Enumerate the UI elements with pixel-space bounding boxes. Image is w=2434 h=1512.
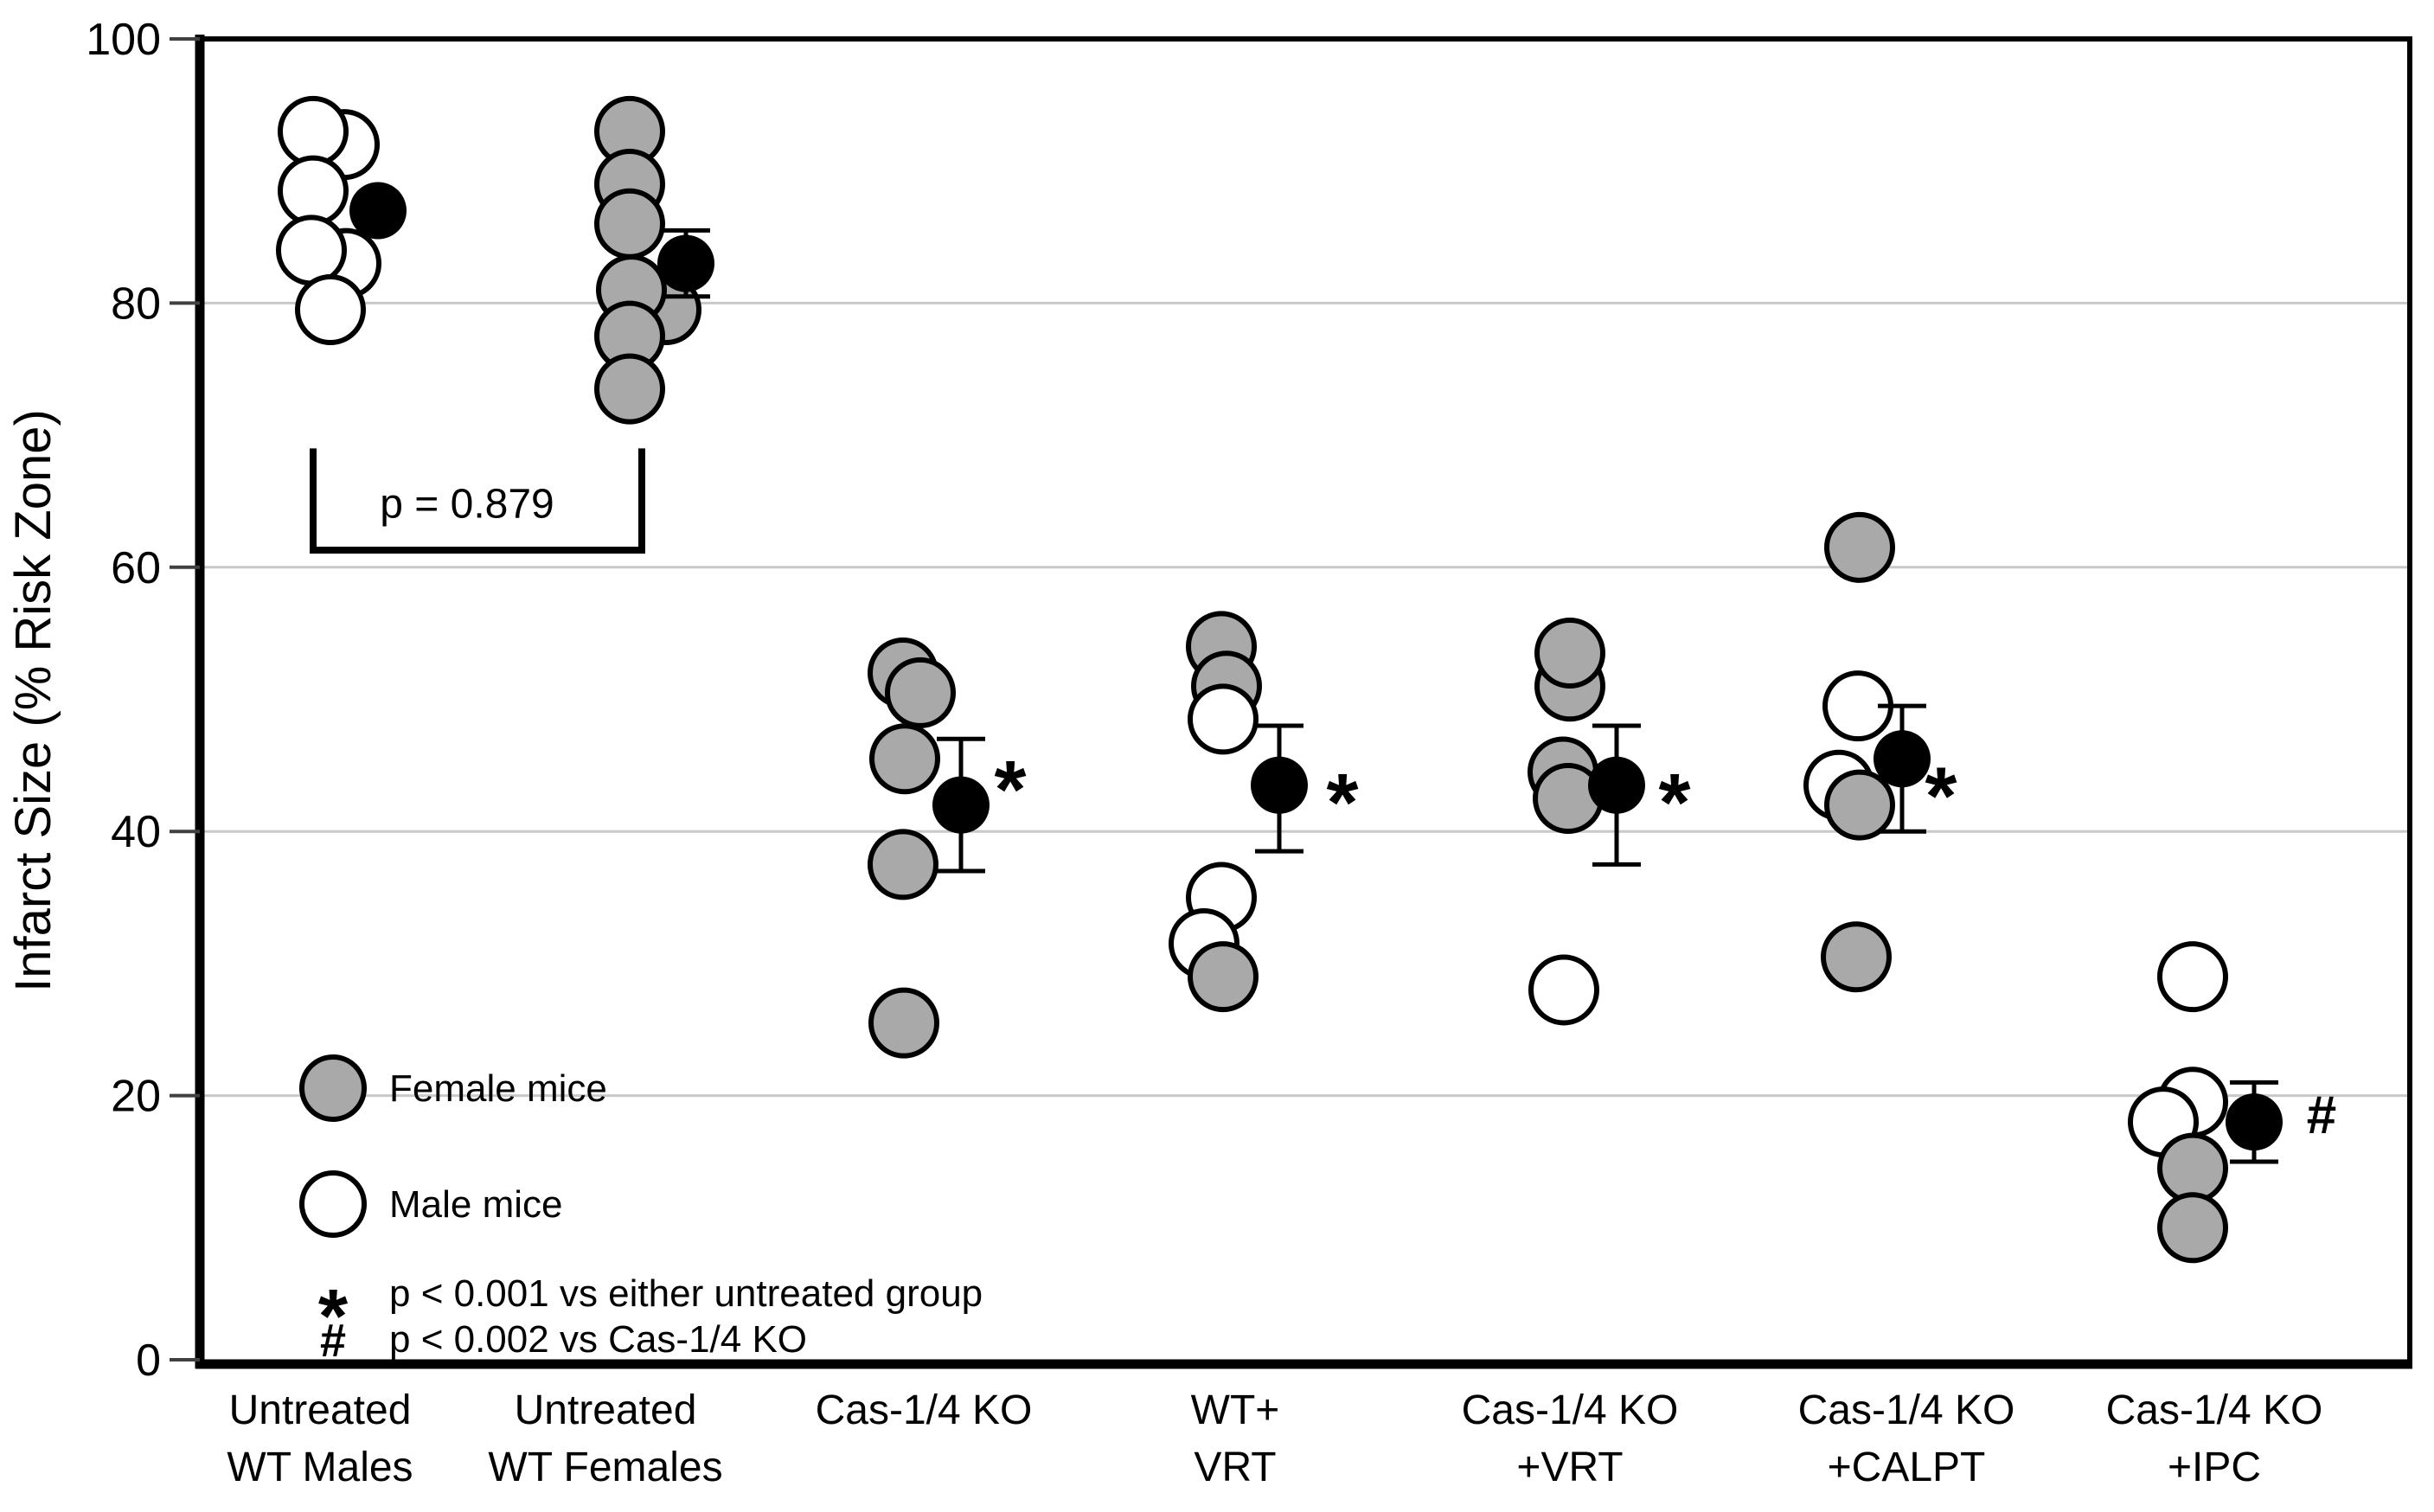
x-category-label-line1: Cas-1/4 KO bbox=[1798, 1387, 2015, 1433]
legend-female-marker-icon bbox=[299, 1054, 367, 1122]
female-mouse-point bbox=[1534, 618, 1605, 689]
legend-label: p < 0.002 vs Cas-1/4 KO bbox=[389, 1318, 807, 1361]
female-mouse-point bbox=[594, 353, 665, 425]
group-mean-point bbox=[2226, 1093, 2283, 1151]
legend-hash-icon: # bbox=[320, 1315, 346, 1367]
male-mouse-point bbox=[276, 215, 347, 286]
female-mouse-point bbox=[1821, 921, 1892, 993]
comparison-bracket bbox=[310, 448, 645, 554]
male-mouse-point bbox=[1528, 954, 1599, 1026]
female-mouse-point bbox=[868, 987, 939, 1059]
y-axis-title: Infarct Size (% Risk Zone) bbox=[5, 409, 61, 992]
female-mouse-point bbox=[2157, 1132, 2228, 1204]
female-mouse-point bbox=[885, 657, 956, 728]
legend-label: Male mice bbox=[389, 1183, 563, 1226]
female-mouse-point bbox=[1824, 769, 1895, 841]
group-mean-point bbox=[1588, 756, 1645, 814]
group-mean-point bbox=[1874, 730, 1931, 788]
male-mouse-point bbox=[295, 274, 366, 346]
significance-asterisk: * bbox=[1925, 750, 1957, 842]
y-tick-label: 100 bbox=[86, 15, 161, 65]
x-category-label-line2: WT Males bbox=[227, 1445, 413, 1490]
significance-asterisk: * bbox=[995, 744, 1027, 836]
group-mean-point bbox=[349, 182, 407, 240]
legend-asterisk-icon: * bbox=[318, 1273, 349, 1359]
significance-asterisk: * bbox=[1659, 757, 1691, 849]
female-mouse-point bbox=[1188, 941, 1259, 1013]
x-category-label-line2: +IPC bbox=[2168, 1445, 2261, 1490]
female-mouse-point bbox=[2157, 1192, 2228, 1264]
female-mouse-point bbox=[868, 829, 938, 900]
x-category-label-line1: Cas-1/4 KO bbox=[2106, 1387, 2323, 1433]
x-category-label-line2: WT Females bbox=[488, 1445, 722, 1490]
significance-hash: # bbox=[2307, 1086, 2336, 1145]
male-mouse-point bbox=[278, 155, 349, 227]
x-category-label-line2: +VRT bbox=[1516, 1445, 1623, 1490]
y-tick-label: 40 bbox=[111, 807, 161, 857]
female-mouse-point bbox=[594, 188, 665, 259]
group-mean-point bbox=[657, 234, 714, 292]
x-category-label-line1: Untreated bbox=[229, 1387, 412, 1433]
male-mouse-point bbox=[278, 95, 349, 167]
x-category-label-line2: VRT bbox=[1194, 1445, 1276, 1490]
p-value-label: p = 0.879 bbox=[380, 482, 554, 528]
x-category-label-line1: Cas-1/4 KO bbox=[1462, 1387, 1679, 1433]
y-tick-label: 60 bbox=[111, 543, 161, 593]
x-category-label-line1: Cas-1/4 KO bbox=[816, 1387, 1033, 1433]
group-mean-point bbox=[932, 776, 990, 834]
legend-label: p < 0.001 vs either untreated group bbox=[389, 1272, 983, 1315]
x-category-label-line1: Untreated bbox=[515, 1387, 697, 1433]
male-mouse-point bbox=[1188, 683, 1259, 755]
x-category-label-line1: WT+ bbox=[1191, 1387, 1280, 1433]
significance-asterisk: * bbox=[1327, 757, 1359, 849]
x-category-label-line2: +CALPT bbox=[1828, 1445, 1986, 1490]
y-tick-label: 0 bbox=[136, 1336, 161, 1386]
y-tick-label: 80 bbox=[111, 279, 161, 329]
legend-label: Female mice bbox=[389, 1067, 607, 1110]
female-mouse-point bbox=[1824, 511, 1895, 583]
legend-male-marker-icon bbox=[299, 1170, 367, 1238]
y-tick-label: 20 bbox=[111, 1072, 161, 1122]
female-mouse-point bbox=[869, 723, 940, 795]
male-mouse-point bbox=[2157, 941, 2228, 1013]
group-mean-point bbox=[1251, 756, 1308, 814]
